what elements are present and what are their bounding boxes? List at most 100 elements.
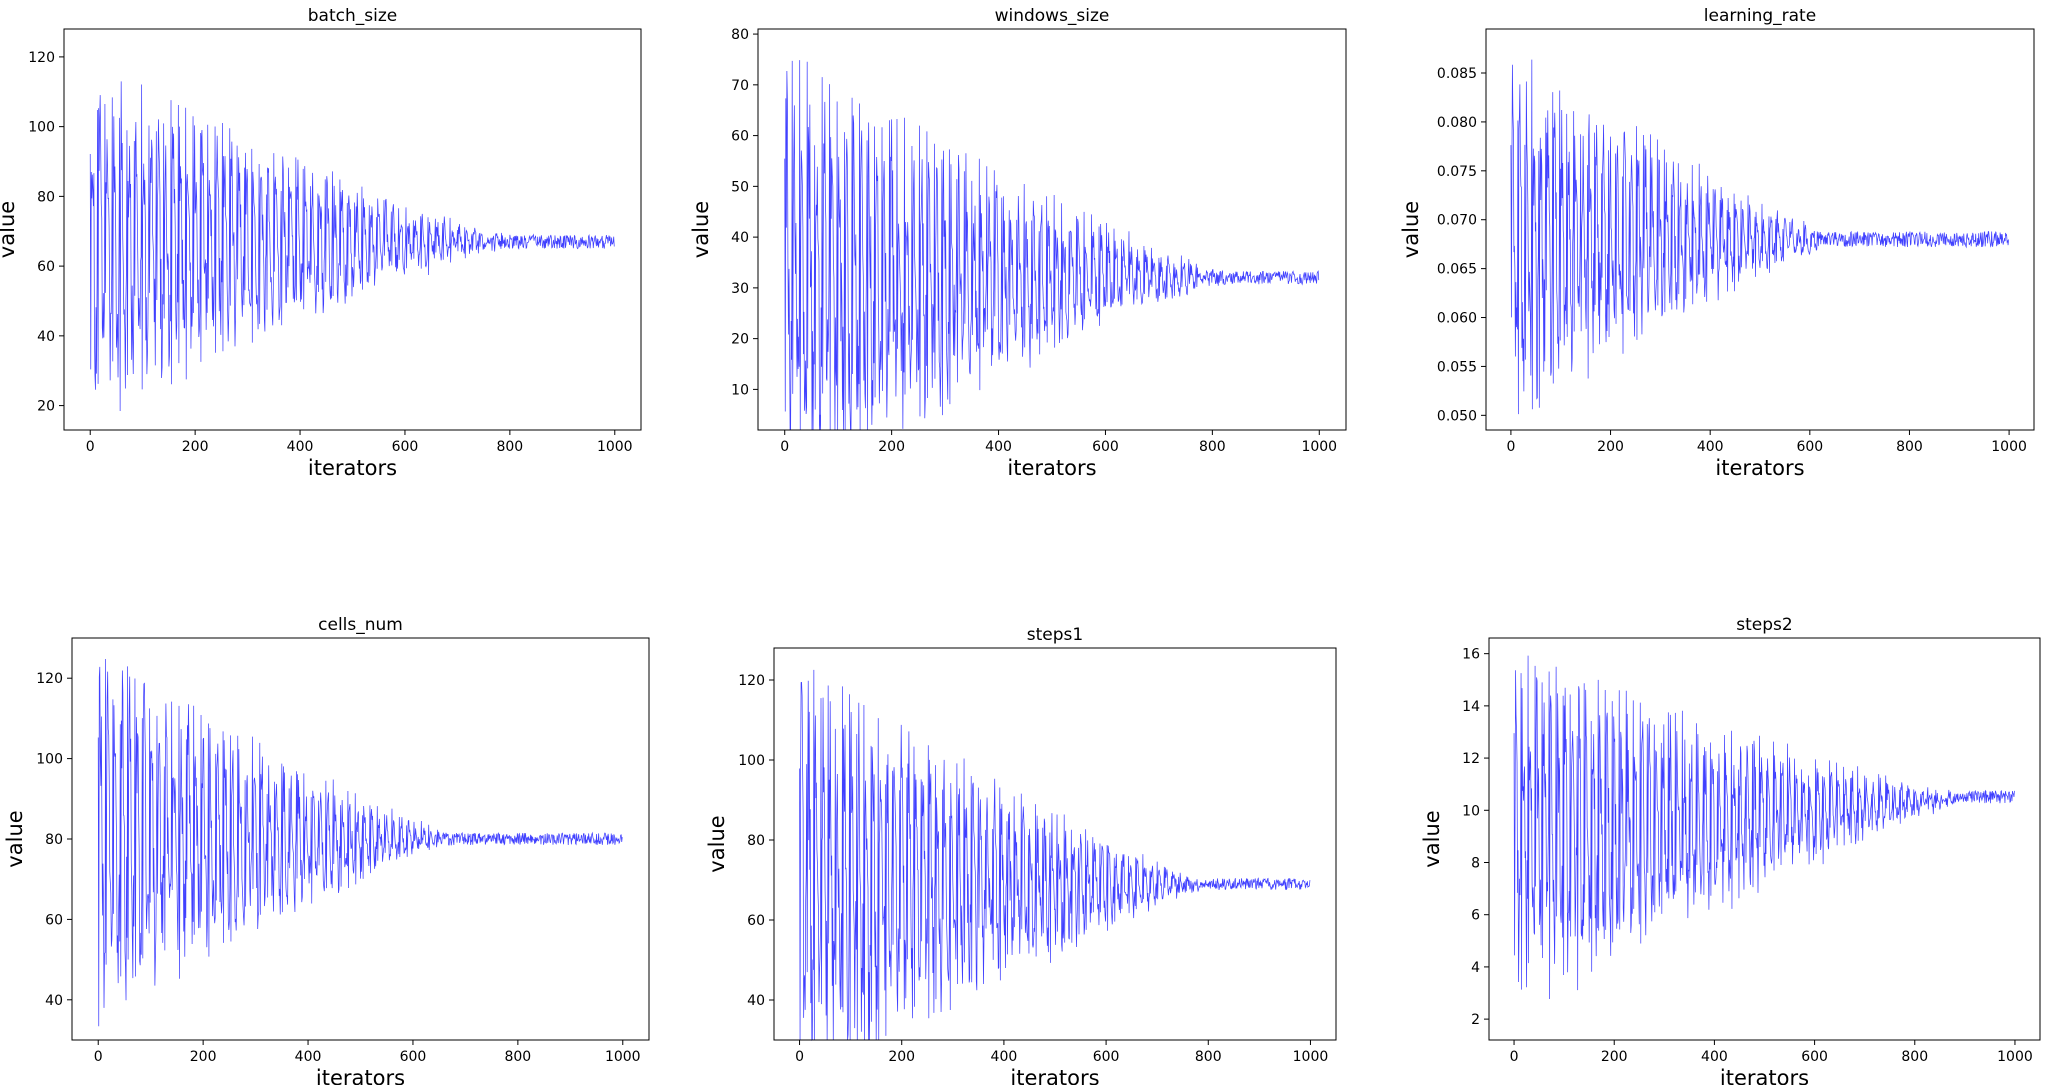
y-tick-label: 8 [1471,855,1480,871]
y-axis-label: value [705,815,729,872]
plot-title: learning_rate [1704,6,1816,26]
y-axis-label: value [3,810,27,867]
plot-title: windows_size [995,6,1110,26]
y-tick-label: 120 [28,50,55,66]
y-tick-label: 120 [738,673,765,689]
x-tick-label: 400 [1697,439,1724,455]
x-axis-label: iterators [308,456,397,480]
series-line-batch_size [89,81,615,411]
x-tick-label: 400 [1701,1049,1728,1065]
y-tick-label: 0.070 [1437,213,1477,229]
y-axis-label: value [1399,201,1423,258]
y-tick-label: 10 [731,382,749,398]
x-tick-label: 1000 [1991,439,2027,455]
subplot-steps1: steps1 0 200 400 600 800 1000 40 60 80 100 120 itera… [705,625,1337,1085]
y-tick-label: 60 [747,913,765,929]
x-tick-label: 600 [392,439,419,455]
y-tick-label: 0.085 [1437,66,1477,82]
x-axis-label: iterators [1007,456,1096,480]
x-tick-label: 400 [991,1049,1018,1065]
x-axis-label: iterators [1010,1066,1099,1085]
x-tick-label: 800 [1896,439,1923,455]
y-tick-label: 0.080 [1437,115,1477,131]
axes-frame [773,647,1337,1041]
x-tick-label: 1000 [605,1049,641,1065]
x-tick-label: 800 [1199,439,1226,455]
y-tick-label: 100 [36,752,63,768]
x-tick-label: 0 [780,439,789,455]
y-tick-label: 0.075 [1437,164,1477,180]
y-tick-label: 30 [731,281,749,297]
x-tick-label: 0 [1506,439,1515,455]
x-tick-label: 800 [504,1049,531,1065]
x-tick-label: 0 [795,1049,804,1065]
x-tick-label: 400 [985,439,1012,455]
series-line-steps2 [1513,655,2015,1000]
x-tick-label: 200 [1601,1049,1628,1065]
x-tick-label: 1000 [597,439,633,455]
series-line-cells_num [97,658,623,1027]
y-tick-label: 60 [731,129,749,145]
axes-frame [71,637,650,1041]
y-tick-label: 0.050 [1437,408,1477,424]
y-tick-label: 80 [731,27,749,43]
x-tick-label: 400 [295,1049,322,1065]
y-tick-label: 60 [37,259,55,275]
x-tick-label: 800 [496,439,523,455]
y-tick-label: 40 [37,329,55,345]
y-tick-label: 80 [45,832,63,848]
y-axis-label: value [0,201,19,258]
x-tick-label: 1000 [1997,1049,2033,1065]
x-tick-label: 200 [182,439,209,455]
y-tick-label: 70 [731,78,749,94]
x-tick-label: 1000 [1293,1049,1329,1065]
y-tick-label: 0.060 [1437,311,1477,327]
y-tick-label: 0.065 [1437,262,1477,278]
x-tick-label: 600 [1092,439,1119,455]
x-tick-label: 200 [878,439,905,455]
plot-title: cells_num [318,615,403,635]
x-axis-label: iterators [1715,456,1804,480]
y-axis-label: value [689,201,713,258]
y-tick-label: 20 [37,399,55,415]
y-tick-label: 10 [1462,803,1480,819]
y-tick-label: 80 [37,189,55,205]
x-axis-label: iterators [1720,1066,1809,1085]
plot-title: steps1 [1027,625,1083,645]
y-tick-label: 20 [731,332,749,348]
x-tick-label: 600 [1796,439,1823,455]
x-axis-label: iterators [316,1066,405,1085]
x-tick-label: 0 [1510,1049,1519,1065]
x-tick-label: 0 [94,1049,103,1065]
x-tick-label: 600 [400,1049,427,1065]
y-tick-label: 12 [1462,751,1480,767]
x-tick-label: 200 [190,1049,217,1065]
y-tick-label: 4 [1471,960,1480,976]
x-tick-label: 0 [86,439,95,455]
y-tick-label: 120 [36,671,63,687]
y-tick-label: 80 [747,833,765,849]
series-line-windows_size [784,60,1320,431]
series-line-steps1 [799,669,1311,1042]
y-tick-label: 40 [45,993,63,1009]
series-line-learning_rate [1510,59,2009,415]
axes-frame [1488,637,2041,1041]
axes-frame [757,28,1347,431]
y-tick-label: 16 [1462,647,1480,663]
x-tick-label: 400 [287,439,314,455]
plot-title: steps2 [1736,615,1792,635]
y-tick-label: 6 [1471,908,1480,924]
y-tick-label: 40 [747,993,765,1009]
y-tick-label: 50 [731,179,749,195]
y-tick-label: 40 [731,230,749,246]
y-axis-label: value [1420,810,1444,867]
x-tick-label: 200 [888,1049,915,1065]
subplot-cells_num: cells_num 0 200 400 600 800 1000 40 60 80 100 120 it… [3,615,650,1085]
y-tick-label: 60 [45,912,63,928]
y-tick-label: 2 [1471,1012,1480,1028]
x-tick-label: 800 [1195,1049,1222,1065]
x-tick-label: 1000 [1301,439,1337,455]
y-tick-label: 0.055 [1437,359,1477,375]
subplot-windows_size: windows_size 0 200 400 600 800 1000 10 20 30 40 50 6… [689,6,1347,480]
